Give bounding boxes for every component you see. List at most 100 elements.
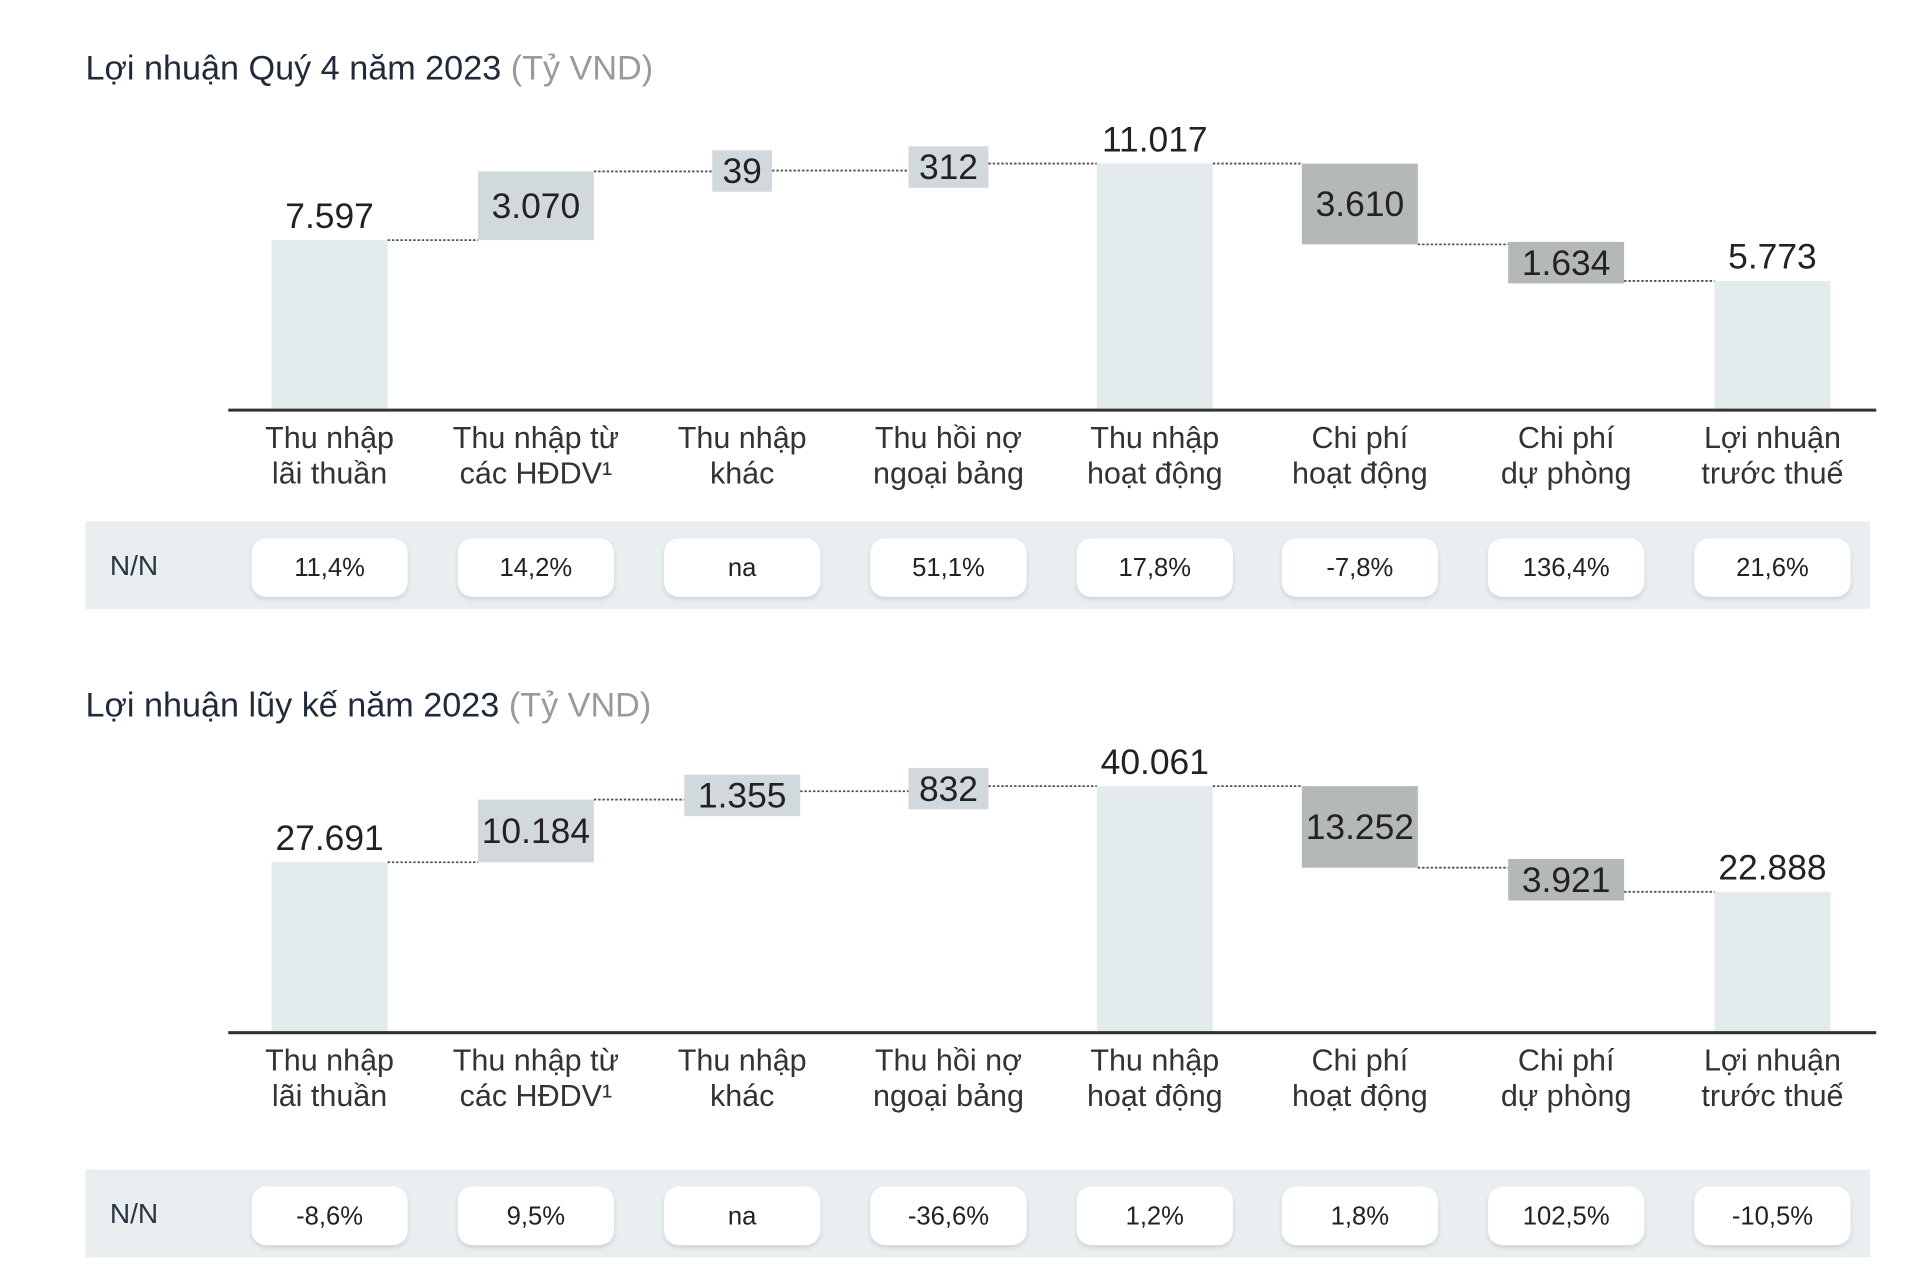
category-label: khác: [710, 456, 774, 490]
value-label: 3.921: [1522, 860, 1611, 900]
total-bar: [1096, 163, 1213, 411]
total-bar: [1714, 891, 1831, 1033]
total-bar: [1096, 786, 1213, 1033]
yoy-pill: [1694, 1186, 1851, 1246]
chart-title-text: Lợi nhuận lũy kế năm 2023: [85, 686, 500, 724]
yoy-value: 17,8%: [1118, 554, 1191, 582]
value-label: 13.252: [1306, 807, 1414, 847]
category-label: Chi phí: [1518, 421, 1615, 455]
value-label: 7.597: [285, 196, 374, 236]
yoy-pill: [457, 1186, 615, 1246]
yoy-value: 51,1%: [912, 554, 985, 582]
yoy-value: 11,4%: [294, 554, 365, 582]
total-bar: [271, 240, 388, 411]
category-label: Chi phí: [1312, 421, 1409, 455]
increase-box: [477, 171, 594, 241]
yoy-pill: [251, 538, 408, 597]
decrease-box: [1301, 786, 1418, 868]
category-label: Lợi nhuận: [1704, 1044, 1841, 1078]
decrease-box: [1508, 859, 1625, 901]
category-label: hoạt động: [1292, 456, 1428, 490]
value-label: 1.355: [698, 776, 787, 816]
yoy-pill: [1488, 538, 1645, 597]
category-label: dự phòng: [1501, 456, 1632, 490]
yoy-pill: [1076, 538, 1233, 597]
yoy-value: 9,5%: [507, 1202, 565, 1230]
yoy-value: -36,6%: [908, 1202, 989, 1230]
increase-box: [684, 774, 801, 817]
chart-title: Lợi nhuận lũy kế năm 2023 (Tỷ VND): [85, 686, 651, 725]
category-label: Thu hồi nợ: [875, 1044, 1022, 1078]
category-label: ngoại bảng: [873, 456, 1024, 490]
yoy-pill: [1076, 1186, 1233, 1246]
yoy-value: 1,8%: [1331, 1202, 1389, 1230]
category-label: Thu nhập từ: [453, 421, 619, 455]
yoy-pill: [870, 1186, 1027, 1246]
category-label: trước thuế: [1701, 1079, 1843, 1113]
category-label: Thu nhập: [678, 421, 807, 455]
value-label: 5.773: [1728, 237, 1817, 277]
category-label: Thu nhập: [265, 421, 394, 455]
value-label: 27.691: [275, 818, 383, 858]
chart-title-text: Lợi nhuận Quý 4 năm 2023: [85, 48, 502, 87]
value-label: 312: [919, 147, 978, 187]
decrease-box: [1508, 241, 1625, 284]
value-label: 11.017: [1102, 119, 1208, 159]
yoy-pill: [1694, 538, 1851, 597]
category-label: lãi thuần: [272, 456, 387, 490]
category-label: các HĐDV¹: [460, 1079, 613, 1113]
value-label: 22.888: [1718, 848, 1826, 888]
category-label: Lợi nhuận: [1704, 421, 1841, 455]
category-label: dự phòng: [1501, 1079, 1632, 1113]
yoy-pill: [1281, 1186, 1438, 1246]
category-label: Thu hồi nợ: [875, 421, 1022, 455]
yoy-label: N/N: [110, 1198, 158, 1229]
value-label: 1.634: [1522, 243, 1611, 283]
category-label: khác: [710, 1079, 774, 1113]
value-label: 39: [722, 151, 761, 191]
value-label: 3.610: [1316, 184, 1405, 224]
yoy-value: na: [728, 554, 757, 582]
increase-box: [908, 767, 989, 810]
category-label: hoạt động: [1292, 1079, 1428, 1113]
category-label: Thu nhập: [678, 1044, 807, 1078]
yoy-pill: [664, 538, 821, 597]
category-label: Thu nhập: [265, 1044, 394, 1078]
total-bar: [271, 862, 388, 1033]
ytd-2023-profit-chart: Lợi nhuận lũy kế năm 2023 (Tỷ VND) 27.69…: [0, 624, 1914, 1258]
yoy-value: -8,6%: [296, 1202, 363, 1230]
q4-2023-profit-chart: Lợi nhuận Quý 4 năm 2023 (Tỷ VND) 7.597 T…: [0, 0, 1914, 610]
value-label: 3.070: [492, 186, 581, 226]
value-label: 40.061: [1101, 742, 1209, 782]
yoy-pill: [870, 538, 1027, 597]
yoy-value: 1,2%: [1126, 1202, 1184, 1230]
category-label: ngoại bảng: [873, 1079, 1024, 1113]
category-label: hoạt động: [1087, 1079, 1223, 1113]
category-label: trước thuế: [1701, 456, 1843, 490]
category-label: Thu nhập từ: [453, 1044, 619, 1078]
category-label: Chi phí: [1518, 1044, 1615, 1078]
yoy-label: N/N: [110, 550, 158, 581]
yoy-value: na: [728, 1202, 757, 1230]
increase-box: [477, 799, 594, 863]
increase-box: [712, 150, 773, 192]
yoy-value: 14,2%: [500, 554, 573, 582]
yoy-value: 136,4%: [1523, 554, 1610, 582]
yoy-pill: [1488, 1186, 1645, 1246]
yoy-pill: [664, 1186, 821, 1246]
total-bar: [1714, 280, 1831, 411]
category-label: Chi phí: [1312, 1044, 1409, 1078]
category-label: Thu nhập: [1090, 421, 1219, 455]
yoy-value: -7,8%: [1326, 554, 1393, 582]
category-label: lãi thuần: [272, 1079, 387, 1113]
chart-unit: (Tỷ VND): [508, 686, 652, 724]
category-label: các HĐDV¹: [460, 456, 613, 490]
chart-unit: (Tỷ VND): [510, 48, 654, 87]
yoy-value: 102,5%: [1523, 1202, 1610, 1230]
yoy-value: -10,5%: [1732, 1202, 1813, 1230]
yoy-pill: [1281, 538, 1438, 597]
value-label: 832: [919, 769, 978, 809]
value-label: 10.184: [482, 811, 590, 851]
